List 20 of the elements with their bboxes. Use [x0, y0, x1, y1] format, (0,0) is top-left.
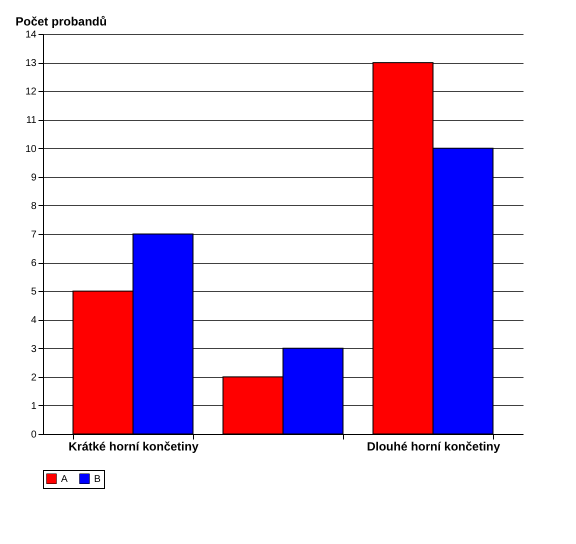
y-tick-label: 7 — [30, 230, 37, 240]
y-tick-label: 6 — [30, 258, 37, 270]
y-tick-label: 0 — [30, 430, 37, 440]
y-tick-label: 13 — [25, 58, 37, 70]
y-axis-title: Počet probandů — [16, 14, 107, 28]
x-tick-label: Krátké horní končetiny — [68, 440, 199, 454]
y-tick-label: 9 — [30, 172, 37, 184]
y-tick-label: 8 — [30, 200, 37, 212]
x-tick-label: Dlouhé horní končetiny — [366, 440, 500, 454]
legend-label: B — [94, 474, 101, 485]
y-tick-label: 1 — [30, 400, 37, 412]
y-tick-label: 5 — [30, 286, 37, 298]
y-tick-label: 14 — [25, 30, 37, 40]
y-tick-label: 2 — [30, 372, 37, 384]
y-tick-label: 3 — [30, 344, 37, 355]
y-tick-label: 11 — [26, 115, 37, 126]
y-tick-label: 4 — [30, 315, 37, 326]
y-tick-label: 10 — [25, 144, 37, 155]
legend-label: A — [61, 474, 68, 485]
y-tick-label: 12 — [25, 86, 37, 98]
